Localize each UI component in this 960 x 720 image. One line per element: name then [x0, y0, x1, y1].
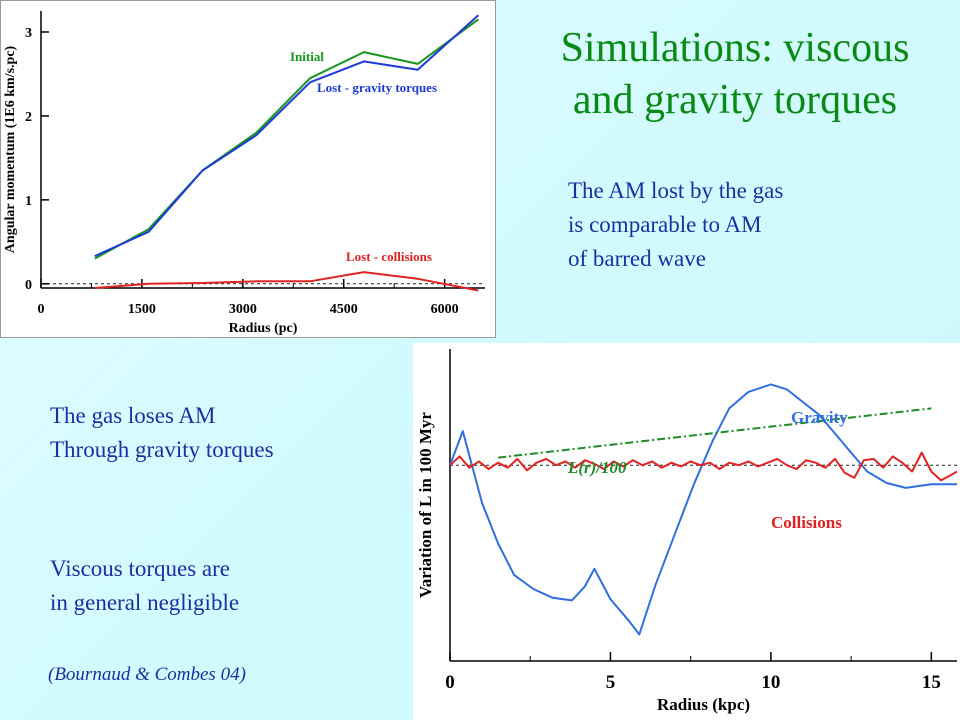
- bottom-legend-gravity: Gravity: [791, 408, 848, 427]
- top-legend-lost-collisions: Lost - collisions: [346, 249, 432, 264]
- top-legend-initial: Initial: [290, 49, 324, 64]
- bottom-x-tick-label: 10: [761, 672, 780, 693]
- note-am-line-1: The AM lost by the gas: [568, 178, 784, 203]
- title-line-1: Simulations: viscous: [560, 25, 910, 71]
- note-viscous-line-2: in general negligible: [50, 590, 240, 615]
- top-x-tick-label: 4500: [330, 302, 358, 317]
- top-x-tick-label: 6000: [431, 302, 459, 317]
- bottom-x-tick-label: 15: [922, 672, 941, 693]
- chart-variation-of-l: 0 5 10 15 Radius (kpc) Variation of L in 100 …: [413, 343, 960, 720]
- note-am-line-2: is comparable to AM: [568, 212, 762, 237]
- top-legend-lost-gravity-torques: Lost - gravity torques: [317, 80, 437, 95]
- bottom-series-gravity: [449, 383, 957, 636]
- note-viscous: Viscous torques are in general negligibl…: [50, 552, 239, 620]
- bottom-series-collisions: [449, 451, 958, 482]
- bottom-x-tick-label: 0: [445, 672, 455, 693]
- top-x-tick-label: 3000: [229, 302, 257, 317]
- top-y-tick-label: 2: [25, 110, 32, 125]
- top-y-axis-title: Angular momentum (1E6 km/s.pc): [3, 45, 18, 253]
- top-x-tick-label: 1500: [128, 302, 156, 317]
- bottom-x-axis-title: Radius (kpc): [657, 695, 750, 714]
- bottom-x-tick-label: 5: [606, 672, 616, 693]
- note-gas-loses: The gas loses AM Through gravity torques: [50, 399, 274, 467]
- bottom-legend-collisions: Collisions: [771, 513, 842, 532]
- top-series-initial: [94, 18, 479, 260]
- note-gas-line-1: The gas loses AM: [50, 403, 216, 428]
- top-x-tick-label: 0: [38, 302, 45, 317]
- chart-angular-momentum: 0 1500 3000 4500 6000 0 1 2 3 Radius (pc) Angular …: [0, 0, 496, 338]
- top-x-axis-title: Radius (pc): [229, 321, 298, 336]
- note-gas-line-2: Through gravity torques: [50, 437, 274, 462]
- bottom-y-axis-title: Variation of L in 100 Myr: [416, 412, 435, 598]
- note-am-line-3: of barred wave: [568, 246, 706, 271]
- top-series-lost-gravity-torques: [94, 14, 479, 258]
- chart-angular-momentum-svg: 0 1500 3000 4500 6000 0 1 2 3 Radius (pc) Angular …: [3, 11, 485, 336]
- chart-variation-of-l-svg: 0 5 10 15 Radius (kpc) Variation of L in 100 …: [416, 349, 958, 714]
- top-y-tick-label: 0: [25, 278, 32, 293]
- bottom-legend-l-r-100: L(r)/100: [567, 458, 627, 477]
- citation: (Bournaud & Combes 04): [48, 664, 246, 685]
- note-am-comparable: The AM lost by the gas is comparable to …: [568, 174, 783, 276]
- top-y-tick-label: 3: [25, 26, 32, 41]
- title-line-2: and gravity torques: [572, 77, 898, 123]
- note-viscous-line-1: Viscous torques are: [50, 556, 231, 581]
- slide-title: Simulations: viscous and gravity torques: [505, 22, 960, 126]
- bottom-series-l-r-100: [497, 407, 932, 459]
- top-series-lost-collisions: [94, 271, 479, 292]
- top-y-tick-label: 1: [25, 194, 32, 209]
